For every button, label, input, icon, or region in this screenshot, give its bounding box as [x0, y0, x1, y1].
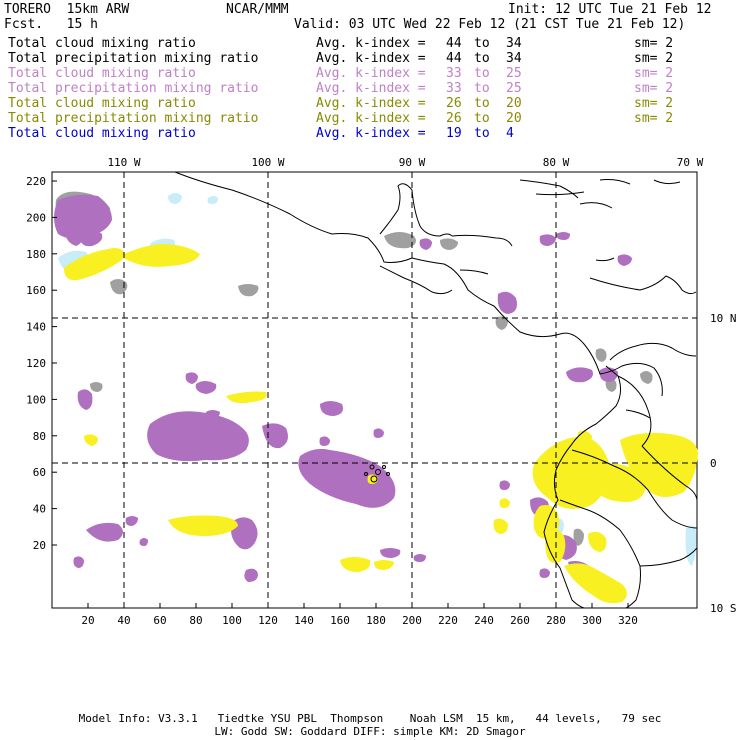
valid-time: Valid: 03 UTC Wed 22 Feb 12 (21 CST Tue …	[294, 17, 686, 32]
y-tick-label: 220	[26, 175, 46, 188]
galapagos-islands	[364, 464, 390, 483]
field-smoothing: sm= 2	[634, 81, 674, 96]
latitude-label: 10 S	[710, 602, 737, 615]
x-tick-label: 240	[474, 614, 494, 627]
y-tick-label: 100	[26, 393, 46, 406]
y-tick-label: 120	[26, 357, 46, 370]
longitude-label: 100 W	[251, 156, 284, 169]
field-smoothing: sm= 2	[634, 111, 674, 126]
y-tick-label: 20	[33, 539, 46, 552]
x-tick-label: 300	[582, 614, 602, 627]
field-from-value: 26	[446, 111, 462, 126]
y-tick-label: 140	[26, 321, 46, 334]
field-from-value: 44	[446, 51, 462, 66]
model-info-line2: LW: Godd SW: Goddard DIFF: simple KM: 2D…	[214, 725, 526, 738]
field-to-word: to	[474, 66, 490, 81]
field-to-value: 25	[506, 81, 522, 96]
field-from-value: 26	[446, 96, 462, 111]
field-to-value: 4	[506, 126, 514, 141]
field-from-value: 33	[446, 81, 462, 96]
x-tick-label: 40	[117, 614, 130, 627]
field-name: Total cloud mixing ratio	[8, 36, 196, 51]
field-name: Total cloud mixing ratio	[8, 66, 196, 81]
longitude-label: 70 W	[677, 156, 704, 169]
field-avg-label: Avg. k-index =	[316, 81, 426, 96]
x-tick-label: 160	[330, 614, 350, 627]
field-from-value: 33	[446, 66, 462, 81]
y-tick-label: 180	[26, 248, 46, 261]
field-to-word: to	[474, 36, 490, 51]
x-tick-label: 180	[366, 614, 386, 627]
field-smoothing: sm= 2	[634, 51, 674, 66]
field-avg-label: Avg. k-index =	[316, 111, 426, 126]
x-tick-label: 120	[258, 614, 278, 627]
x-tick-label: 320	[618, 614, 638, 627]
field-avg-label: Avg. k-index =	[316, 36, 426, 51]
field-name: Total precipitation mixing ratio	[8, 111, 259, 126]
model-info-line1: Model Info: V3.3.1 Tiedtke YSU PBL Thomp…	[78, 712, 662, 725]
field-to-word: to	[474, 111, 490, 126]
field-to-value: 34	[506, 36, 522, 51]
field-to-value: 25	[506, 66, 522, 81]
field-name: Total precipitation mixing ratio	[8, 51, 259, 66]
field-to-value: 20	[506, 111, 522, 126]
center-name: NCAR/MMM	[226, 2, 289, 17]
field-name: Total precipitation mixing ratio	[8, 81, 259, 96]
x-tick-label: 80	[189, 614, 202, 627]
field-avg-label: Avg. k-index =	[316, 51, 426, 66]
field-to-value: 20	[506, 96, 522, 111]
x-tick-label: 260	[510, 614, 530, 627]
longitude-label: 90 W	[399, 156, 426, 169]
x-tick-label: 60	[153, 614, 166, 627]
field-smoothing: sm= 2	[634, 66, 674, 81]
x-tick-label: 100	[222, 614, 242, 627]
field-to-word: to	[474, 51, 490, 66]
field-avg-label: Avg. k-index =	[316, 126, 426, 141]
y-tick-label: 40	[33, 503, 46, 516]
longitude-label: 110 W	[107, 156, 140, 169]
x-tick-label: 20	[81, 614, 94, 627]
field-avg-label: Avg. k-index =	[316, 66, 426, 81]
y-tick-label: 80	[33, 430, 46, 443]
latitude-labels: 10 N 0 10 S	[710, 312, 737, 615]
field-to-word: to	[474, 126, 490, 141]
model-name: TORERO 15km ARW	[4, 2, 130, 17]
y-tick-label: 60	[33, 466, 46, 479]
latlon-grid	[52, 172, 697, 608]
field-to-word: to	[474, 96, 490, 111]
latitude-label: 0	[710, 457, 717, 470]
field-name: Total cloud mixing ratio	[8, 126, 196, 141]
x-tick-label: 220	[438, 614, 458, 627]
field-smoothing: sm= 2	[634, 36, 674, 51]
field-from-value: 19	[446, 126, 462, 141]
x-tick-label: 280	[546, 614, 566, 627]
y-tick-label: 160	[26, 284, 46, 297]
longitude-label: 80 W	[543, 156, 570, 169]
field-to-word: to	[474, 81, 490, 96]
init-time: Init: 12 UTC Tue 21 Feb 12	[508, 2, 712, 17]
coastlines	[174, 171, 698, 609]
field-to-value: 34	[506, 51, 522, 66]
x-tick-label: 140	[294, 614, 314, 627]
forecast-hour: Fcst. 15 h	[4, 17, 98, 32]
field-avg-label: Avg. k-index =	[316, 96, 426, 111]
field-smoothing: sm= 2	[634, 96, 674, 111]
field-from-value: 44	[446, 36, 462, 51]
axis-tick-labels: 20 40 60 80 100 120 140 160 180 200 220 240 260 280 30…	[26, 175, 638, 627]
y-tick-label: 200	[26, 211, 46, 224]
axis-ticks	[52, 180, 629, 608]
field-name: Total cloud mixing ratio	[8, 96, 196, 111]
latitude-label: 10 N	[710, 312, 737, 325]
longitude-labels: 110 W 100 W 90 W 80 W 70 W	[107, 156, 703, 169]
x-tick-label: 200	[402, 614, 422, 627]
